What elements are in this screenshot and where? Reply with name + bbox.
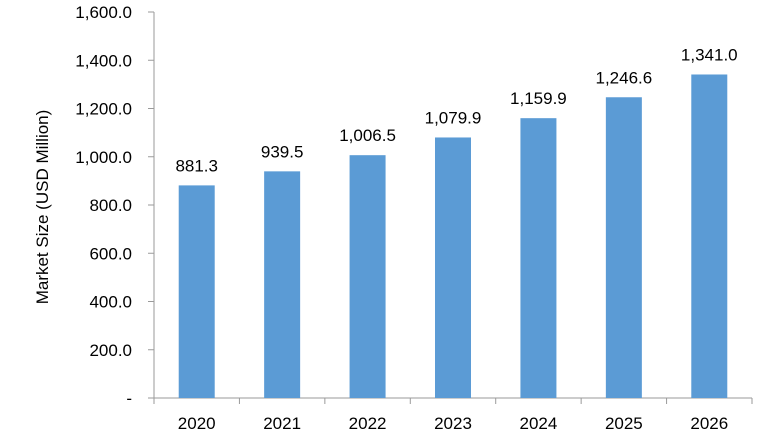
bar-value-label: 1,079.9: [425, 108, 482, 127]
bar-value-label: 939.5: [261, 142, 304, 161]
y-tick-label: 1,000.0: [75, 148, 132, 167]
bar: [264, 171, 301, 398]
x-tick-label: 2024: [520, 414, 558, 433]
bar-value-label: 1,006.5: [339, 126, 396, 145]
y-tick-label: 1,600.0: [75, 3, 132, 22]
y-tick-label: 200.0: [89, 341, 132, 360]
bar: [349, 155, 386, 398]
bar-value-label: 1,341.0: [681, 45, 738, 64]
data-labels: 881.3 939.5 1,006.5 1,079.9 1,159.9 1,246.6 1,…: [175, 45, 737, 175]
x-tick-label: 2026: [690, 414, 728, 433]
x-tick-label: 2022: [349, 414, 387, 433]
x-tick-label: 2020: [178, 414, 216, 433]
bar-series: [178, 74, 728, 398]
y-tick-label: 400.0: [89, 293, 132, 312]
x-tick-label: 2023: [434, 414, 472, 433]
y-axis-title: Market Size (USD Million): [33, 110, 52, 305]
y-tick-label: 800.0: [89, 196, 132, 215]
bar: [520, 118, 557, 398]
y-tick-label: 1,400.0: [75, 51, 132, 70]
x-tick-label: 2021: [263, 414, 301, 433]
x-tick-label: 2025: [605, 414, 643, 433]
y-axis: - 200.0 400.0 600.0 800.0 1,000.0 1,200.0 1,400…: [75, 3, 155, 408]
bar-value-label: 881.3: [175, 156, 218, 175]
y-tick-label: 600.0: [89, 244, 132, 263]
bar-value-label: 1,246.6: [595, 68, 652, 87]
bar: [178, 185, 215, 398]
y-tick-label: -: [126, 389, 132, 408]
y-tick-label: 1,200.0: [75, 100, 132, 119]
bar: [605, 97, 642, 398]
x-axis: 2020 2021 2022 2023 2024 2025 2026: [153, 397, 753, 433]
bar: [435, 137, 471, 398]
bar-value-label: 1,159.9: [510, 89, 567, 108]
bar: [691, 74, 728, 398]
